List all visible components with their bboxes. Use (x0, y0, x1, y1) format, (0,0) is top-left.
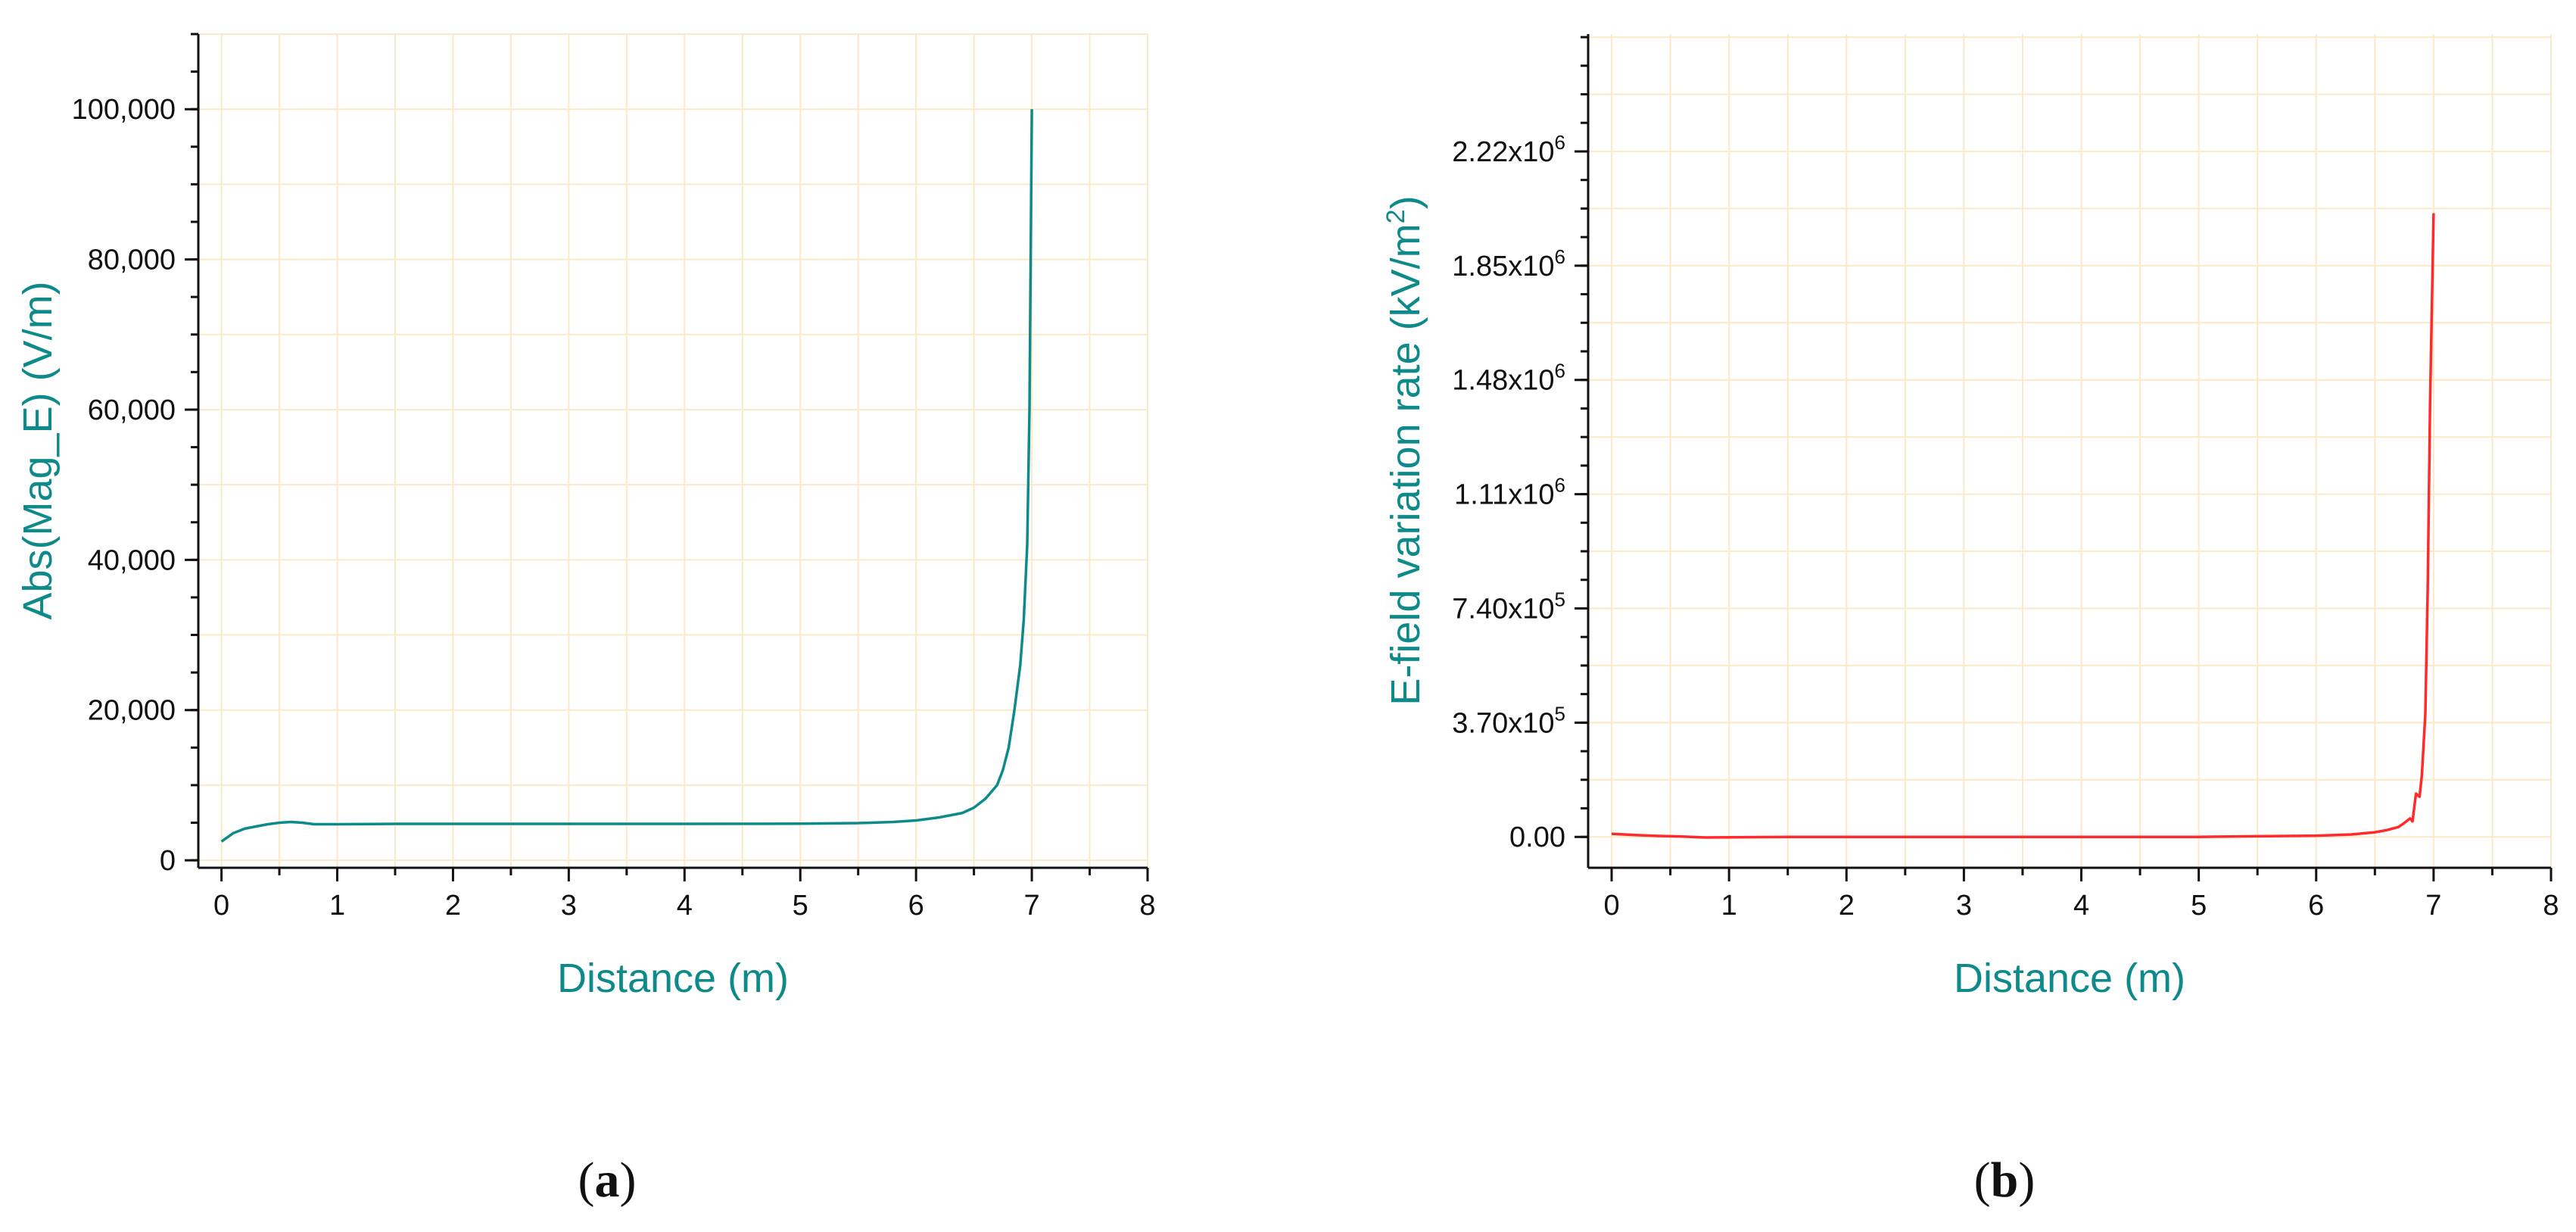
y-axis-label: E-field variation rate (kV/m2) (1381, 195, 1428, 705)
y-tick-label: 0 (160, 845, 176, 877)
x-tick-label: 6 (2308, 890, 2324, 922)
y-tick-label: 1.11x106 (1454, 474, 1565, 511)
x-tick-label: 5 (2191, 890, 2207, 922)
x-tick-label: 8 (1139, 890, 1155, 922)
x-axis-label: Distance (m) (557, 956, 789, 1001)
x-tick-label: 2 (445, 890, 461, 922)
x-tick-label: 6 (908, 890, 924, 922)
y-tick-label: 1.48x106 (1452, 360, 1565, 397)
x-tick-label: 4 (2073, 890, 2089, 922)
chart-panel-a: 0 1 2 3 4 5 6 7 8 0 20,000 40,000 60,000 80,000 100,00… (15, 33, 1156, 1208)
y-tick-label: 20,000 (88, 695, 176, 727)
grid (198, 33, 1148, 868)
chart-panel-b: 0 1 2 3 4 5 6 7 8 0.00 3.70x105 7.40x105 1.11x106 1.4… (1381, 34, 2559, 1208)
y-axis-label: Abs(Mag_E) (V/m) (15, 281, 61, 619)
x-tick-label: 2 (1839, 890, 1855, 922)
x-axis-label: Distance (m) (1954, 956, 2185, 1001)
x-tick-label: 7 (2425, 890, 2441, 922)
y-tick-label: 80,000 (88, 245, 176, 276)
y-tick-label: 0.00 (1509, 822, 1565, 853)
y-tick-label: 60,000 (88, 395, 176, 426)
y-tick-label: 1.85x106 (1452, 245, 1565, 282)
y-tick-label: 2.22x106 (1452, 131, 1565, 168)
series-line (1611, 213, 2435, 839)
y-tick-label: 40,000 (88, 544, 176, 576)
x-tick-label: 5 (793, 890, 808, 922)
x-tick-label: 0 (213, 890, 229, 922)
y-tick-label: 3.70x105 (1452, 702, 1565, 739)
y-tick-label: 7.40x105 (1452, 588, 1565, 625)
x-tick-label: 8 (2543, 890, 2559, 922)
y-tick-label: 100,000 (72, 94, 176, 126)
series-line (220, 109, 1033, 843)
x-tick-label: 0 (1603, 890, 1619, 922)
panel-label: (a) (578, 1152, 637, 1208)
x-tick-label: 1 (1721, 890, 1737, 922)
x-tick-label: 1 (329, 890, 345, 922)
x-tick-label: 3 (561, 890, 577, 922)
grid (1588, 34, 2552, 868)
panel-label: (b) (1974, 1152, 2036, 1208)
x-tick-label: 4 (677, 890, 693, 922)
x-tick-label: 7 (1024, 890, 1040, 922)
x-tick-label: 3 (1956, 890, 1972, 922)
